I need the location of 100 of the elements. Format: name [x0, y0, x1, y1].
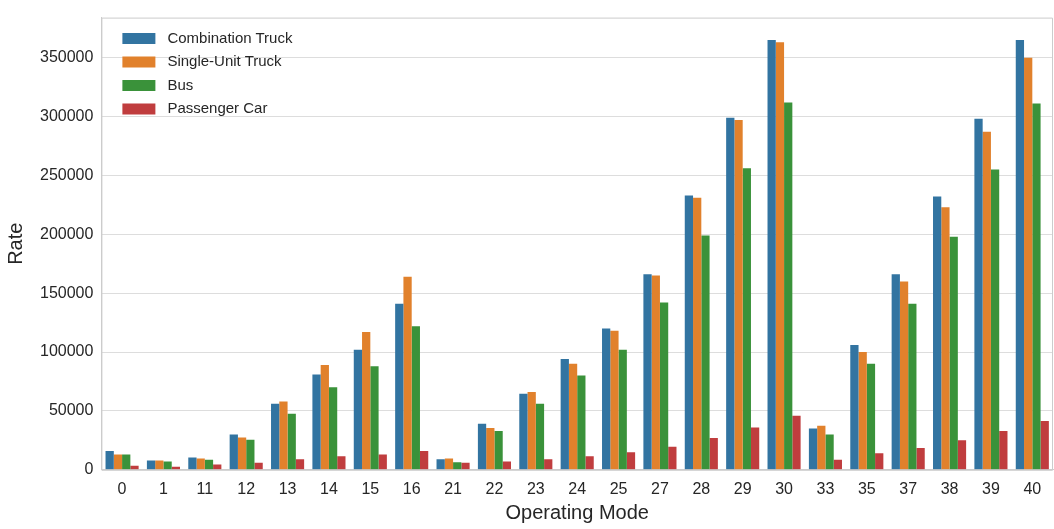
bar	[453, 462, 462, 470]
bar	[850, 344, 859, 470]
bar	[957, 440, 967, 470]
legend-label: Passenger Car	[167, 99, 268, 117]
x-tick-label: 33	[816, 479, 835, 497]
bar	[643, 274, 652, 470]
x-tick-label: 15	[361, 479, 380, 497]
bar	[817, 425, 826, 470]
bar	[287, 413, 296, 470]
bar	[858, 352, 867, 470]
bar	[1015, 39, 1025, 470]
bar	[295, 459, 305, 470]
bar	[701, 235, 710, 470]
bar	[767, 39, 776, 470]
x-tick-label: 37	[899, 479, 918, 497]
bar	[486, 428, 495, 470]
bar	[1024, 57, 1033, 470]
bar	[916, 448, 925, 470]
x-tick-label: 40	[1023, 479, 1042, 497]
bar	[337, 456, 346, 470]
bar	[527, 392, 536, 470]
x-tick-label: 24	[568, 479, 587, 497]
bar	[146, 460, 156, 470]
bar	[659, 302, 669, 470]
y-tick-label: 150000	[40, 283, 94, 301]
bar	[237, 437, 247, 470]
bar	[436, 459, 445, 470]
bar	[395, 303, 404, 470]
bar	[254, 462, 263, 470]
bar	[792, 415, 801, 470]
bar	[403, 276, 412, 470]
bar	[229, 434, 238, 470]
y-tick-label: 50000	[48, 401, 94, 419]
bar	[734, 120, 743, 470]
bar	[163, 461, 172, 470]
x-tick-label: 11	[196, 479, 214, 497]
bar	[577, 375, 586, 470]
bar	[494, 430, 503, 470]
bar	[875, 453, 884, 470]
bar	[122, 454, 131, 470]
bar	[320, 364, 329, 470]
bar	[891, 274, 900, 470]
bar	[784, 102, 793, 470]
bar	[130, 465, 139, 470]
bar	[999, 430, 1008, 470]
bar	[155, 460, 164, 470]
bar	[328, 387, 338, 470]
legend-label: Bus	[167, 75, 194, 93]
x-tick-label: 0	[117, 479, 127, 497]
bar	[668, 446, 677, 470]
bar	[113, 454, 123, 470]
bar	[626, 452, 636, 470]
x-tick-label: 14	[320, 479, 338, 497]
bar	[312, 374, 321, 470]
bar	[353, 349, 363, 470]
bar	[370, 366, 379, 470]
bar	[419, 450, 429, 470]
y-tick-label: 300000	[40, 106, 94, 124]
bar	[560, 359, 569, 470]
bar	[693, 197, 702, 470]
bar	[651, 275, 660, 470]
bar	[444, 458, 454, 470]
x-tick-label: 23	[526, 479, 545, 497]
bar	[585, 456, 594, 470]
y-tick-label: 100000	[40, 342, 94, 360]
bar	[602, 328, 611, 470]
bar	[477, 423, 487, 470]
bar	[362, 332, 371, 470]
bar	[684, 195, 694, 470]
bar	[742, 168, 751, 470]
x-tick-label: 35	[857, 479, 876, 497]
x-tick-label: 21	[444, 479, 463, 497]
y-tick-label: 250000	[40, 165, 94, 183]
legend-label: Combination Truck	[167, 28, 293, 46]
bar	[535, 403, 545, 470]
y-axis-title: Rate	[3, 222, 26, 265]
x-tick-label: 1	[159, 479, 168, 497]
bar	[941, 207, 950, 470]
x-tick-label: 30	[775, 479, 794, 497]
x-tick-label: 12	[237, 479, 256, 497]
bar	[461, 462, 470, 470]
x-tick-label: 16	[402, 479, 421, 497]
bar	[750, 427, 760, 470]
x-tick-label: 28	[692, 479, 711, 497]
x-tick-label: 39	[982, 479, 1000, 497]
bar	[196, 458, 205, 470]
bar	[519, 393, 528, 470]
bar	[411, 326, 420, 470]
x-axis-title: Operating Mode	[505, 500, 649, 523]
bar	[933, 196, 942, 470]
bar	[833, 459, 842, 470]
bar	[105, 450, 114, 470]
bar	[709, 438, 718, 470]
x-tick-label: 22	[485, 479, 504, 497]
x-tick-label: 38	[940, 479, 959, 497]
bar	[1032, 103, 1041, 470]
bar	[1040, 420, 1049, 470]
bar	[949, 236, 958, 470]
bar	[610, 330, 619, 470]
bar	[279, 401, 288, 470]
